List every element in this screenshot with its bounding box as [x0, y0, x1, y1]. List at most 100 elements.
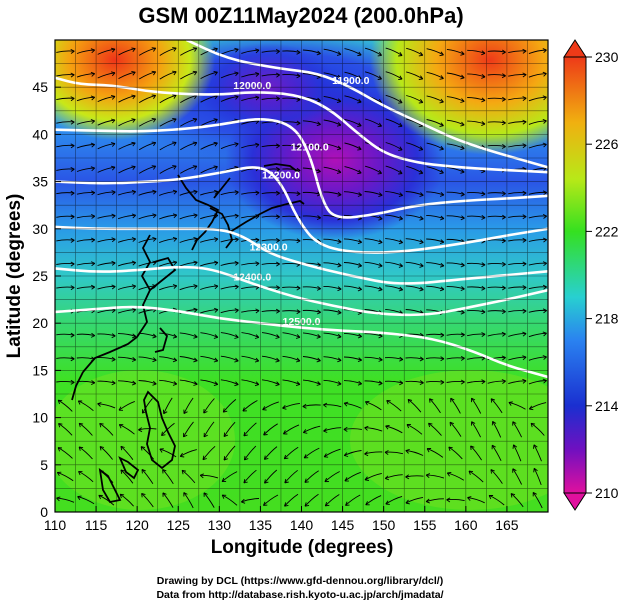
- streamline-arrowhead: [162, 468, 167, 474]
- streamline-arrowhead: [254, 334, 260, 339]
- streamline: [471, 397, 482, 414]
- streamline-arrowhead: [501, 96, 506, 102]
- streamline: [159, 379, 177, 385]
- y-tick-label: 30: [32, 221, 48, 237]
- streamline-arrowhead: [336, 51, 342, 56]
- streamline: [323, 309, 342, 314]
- streamline: [487, 215, 506, 218]
- streamline: [261, 332, 280, 338]
- streamline-arrowhead: [234, 284, 239, 290]
- streamline: [261, 379, 280, 386]
- streamline: [446, 72, 465, 79]
- credit-drawing: Drawing by DCL (https://www.gfd-dennou.o…: [157, 575, 443, 587]
- streamline-arrowhead: [234, 381, 239, 387]
- streamline-arrowhead: [324, 501, 330, 507]
- streamline: [302, 239, 321, 242]
- streamline: [282, 355, 301, 362]
- streamline-arrowhead: [357, 122, 362, 127]
- streamline-arrowhead: [377, 75, 382, 80]
- streamline-arrowhead: [110, 47, 116, 53]
- streamline: [508, 380, 527, 385]
- streamline: [159, 238, 177, 244]
- streamline: [448, 446, 463, 460]
- streamline: [159, 118, 177, 127]
- streamline: [426, 71, 444, 79]
- streamline-arrowhead: [234, 260, 239, 266]
- streamline-arrowhead: [78, 422, 84, 428]
- colorbar-tick-label: 218: [595, 311, 619, 327]
- streamline: [138, 165, 156, 174]
- streamline-arrowhead: [405, 499, 410, 505]
- streamline-arrowhead: [377, 122, 382, 128]
- streamline: [406, 424, 423, 435]
- streamline-arrowhead: [481, 191, 486, 197]
- streamline: [283, 446, 299, 460]
- streamline: [97, 119, 116, 126]
- streamline-arrowhead: [99, 446, 105, 451]
- streamline-arrowhead: [131, 213, 137, 219]
- streamline-arrowhead: [337, 381, 342, 386]
- streamline-arrowhead: [501, 49, 506, 55]
- streamline-arrowhead: [446, 472, 452, 477]
- streamline-arrowhead: [131, 357, 137, 362]
- streamline: [446, 191, 465, 196]
- streamline: [344, 166, 362, 174]
- streamline-arrowhead: [111, 284, 116, 290]
- streamline-arrowhead: [193, 307, 198, 313]
- streamline-arrowhead: [234, 71, 239, 77]
- streamline-arrowhead: [90, 284, 96, 290]
- streamline-arrowhead: [357, 146, 362, 151]
- streamline-arrowhead: [172, 70, 177, 76]
- streamline-arrowhead: [255, 71, 260, 77]
- streamline-arrowhead: [172, 94, 177, 99]
- streamline: [222, 494, 238, 506]
- streamline: [364, 285, 383, 291]
- colorbar: 210 214 218 222 226 230: [563, 39, 619, 511]
- x-tick-label: 135: [249, 517, 273, 533]
- streamline: [384, 357, 404, 360]
- streamline-arrowhead: [450, 397, 455, 403]
- streamline: [180, 71, 197, 80]
- streamline: [530, 422, 545, 436]
- streamline: [364, 333, 383, 337]
- streamline-arrowhead: [481, 73, 486, 79]
- streamline: [532, 492, 543, 509]
- streamline: [386, 400, 402, 412]
- streamline-arrowhead: [172, 165, 177, 170]
- streamline-arrowhead: [70, 356, 75, 362]
- streamline-arrowhead: [460, 74, 465, 80]
- streamline: [200, 262, 218, 267]
- streamline-arrowhead: [192, 118, 198, 123]
- streamline-arrowhead: [131, 118, 136, 123]
- streamline: [159, 214, 177, 220]
- streamline: [384, 451, 404, 455]
- streamline-arrowhead: [131, 71, 136, 76]
- streamline: [343, 262, 362, 267]
- streamline: [76, 120, 95, 125]
- streamline-arrowhead: [203, 432, 208, 438]
- streamline-arrowhead: [111, 380, 116, 386]
- streamline-arrowhead: [542, 331, 547, 337]
- streamline-arrowhead: [419, 356, 424, 362]
- streamline-arrowhead: [110, 118, 116, 124]
- streamline: [323, 119, 342, 126]
- x-tick-label: 125: [167, 517, 191, 533]
- streamline-arrowhead: [70, 119, 75, 125]
- streamline-arrowhead: [481, 121, 486, 127]
- streamline: [425, 333, 445, 336]
- streamline-arrowhead: [364, 476, 369, 481]
- contour-label: 11900.0: [332, 75, 370, 87]
- streamline: [200, 142, 218, 150]
- streamline-arrowhead: [316, 285, 321, 291]
- streamline: [446, 498, 465, 502]
- streamline: [282, 332, 301, 338]
- streamline: [56, 286, 75, 289]
- streamline: [302, 73, 321, 78]
- streamline-arrowhead: [399, 380, 404, 386]
- streamline-arrowhead: [296, 238, 301, 244]
- streamline: [324, 471, 340, 483]
- streamline: [533, 468, 542, 486]
- streamline: [57, 447, 73, 459]
- streamline-arrowhead: [304, 502, 310, 507]
- streamline-arrowhead: [111, 260, 116, 266]
